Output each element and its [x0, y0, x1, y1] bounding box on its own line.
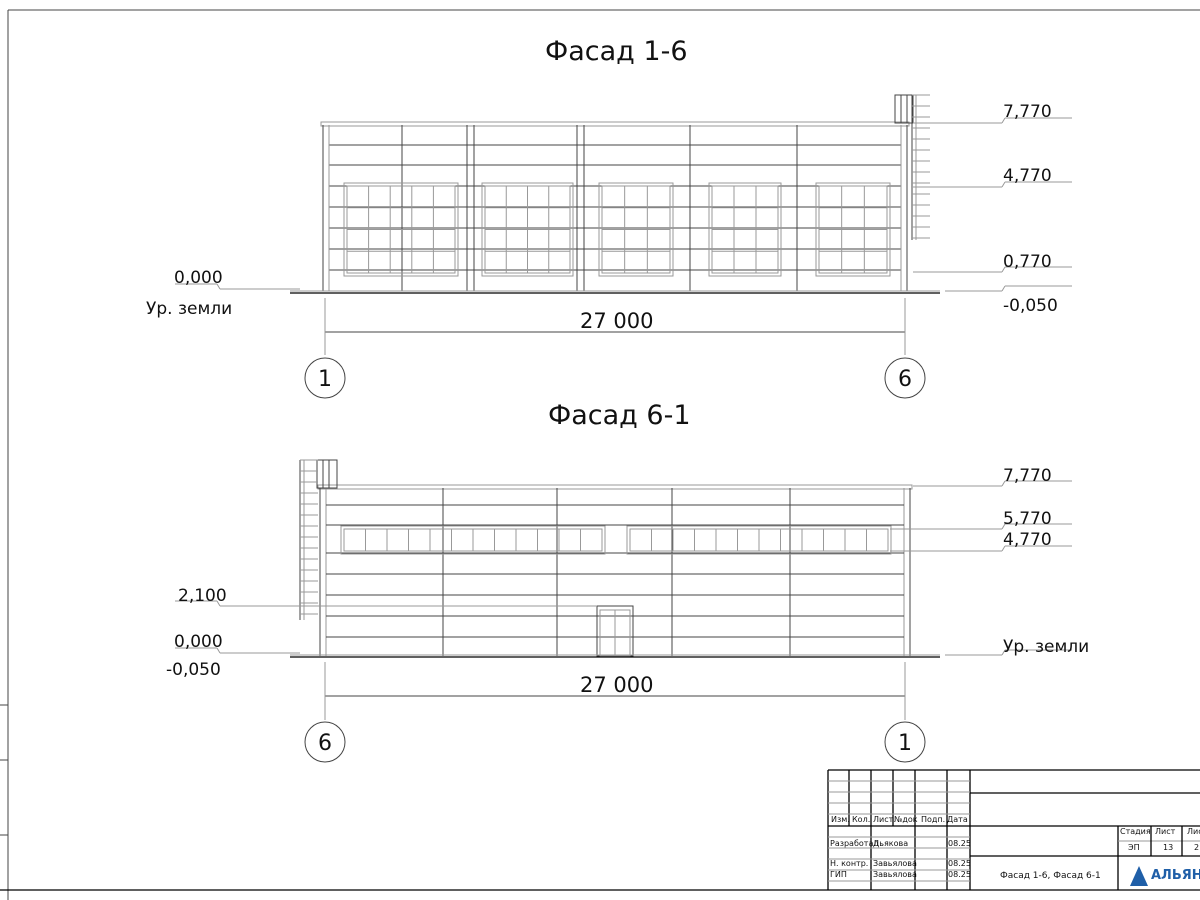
company-logo: АЛЬЯН: [1130, 866, 1200, 886]
level-mark: 0,000: [174, 268, 223, 288]
sheet-title: Фасад 1-6, Фасад 6-1: [1000, 871, 1101, 881]
level-mark: 4,770: [1003, 166, 1052, 186]
roof-exit: [894, 94, 914, 124]
window: [598, 182, 674, 277]
drawing-line: [1001, 181, 1006, 188]
ribbon-window: [626, 525, 892, 555]
level-mark: 5,770: [1003, 509, 1052, 529]
parapet: [320, 121, 910, 127]
window: [815, 182, 891, 277]
tb-role: Н. контр.: [830, 859, 868, 868]
level-mark: 0,770: [1003, 252, 1052, 272]
tb-header: Подп.: [921, 815, 945, 824]
sheets-label: Лис: [1187, 827, 1200, 836]
company-name: АЛЬЯН: [1151, 868, 1200, 883]
level-mark: 2,100: [178, 586, 227, 606]
drawing-line: [1001, 480, 1006, 487]
tb-date: 08.25: [948, 859, 971, 868]
tb-name: Дьякова: [873, 839, 908, 848]
tb-header: Кол.: [852, 815, 870, 824]
tb-header: №док: [894, 815, 918, 824]
axis-marker: [304, 357, 346, 399]
tb-name: Завьялова: [873, 859, 917, 868]
level-mark: 7,770: [1003, 102, 1052, 122]
axis-marker: [884, 357, 926, 399]
level-mark: -0,050: [166, 660, 221, 680]
window: [708, 182, 782, 277]
axis-label: 6: [318, 731, 332, 756]
axis-marker: [884, 721, 926, 763]
drawing-line: [216, 283, 221, 290]
sheet-value: 13: [1163, 843, 1173, 852]
level-mark: -0,050: [1003, 296, 1058, 316]
logo-triangle-icon: [1130, 866, 1148, 886]
axis-label: 1: [318, 367, 332, 392]
level-mark: 7,770: [1003, 466, 1052, 486]
tb-header: Изм.: [831, 815, 850, 824]
parapet: [317, 484, 913, 490]
level-mark: 4,770: [1003, 530, 1052, 550]
sheets-value: 2: [1194, 843, 1199, 852]
ground-label: Ур. земли: [146, 299, 232, 319]
tb-header: Лист: [873, 815, 894, 824]
axis-marker: [304, 721, 346, 763]
drawing-line: [1001, 523, 1006, 530]
tb-name: Завьялова: [873, 870, 917, 879]
drawing-line: [216, 647, 221, 654]
tb-header: Дата: [947, 815, 968, 824]
drawing-line: [1001, 266, 1006, 273]
window: [343, 182, 459, 277]
sheet-label: Лист: [1155, 827, 1176, 836]
facade-title-6-1: Фасад 6-1: [548, 400, 691, 431]
drawing-line: [1001, 285, 1006, 292]
dimension-label: 27 000: [580, 309, 653, 333]
tb-date: 08.25: [948, 870, 971, 879]
drawing-line: [1001, 649, 1006, 656]
tb-role: ГИП: [830, 870, 847, 879]
stage-label: Стадия: [1120, 827, 1151, 836]
axis-label: 6: [898, 367, 912, 392]
drawing-line: [1001, 117, 1006, 124]
roof-exit: [316, 459, 338, 489]
drawing-line: [1001, 545, 1006, 552]
level-mark: 0,000: [174, 632, 223, 652]
tb-role: Разработал: [830, 839, 878, 848]
facade-title-1-6: Фасад 1-6: [545, 36, 688, 67]
ribbon-window: [340, 525, 606, 555]
ground-label: Ур. земли: [1003, 637, 1089, 657]
dimension-label: 27 000: [580, 673, 653, 697]
drawing-line: [216, 600, 221, 607]
tb-date: 08.25: [948, 839, 971, 848]
stage-value: ЭП: [1128, 843, 1140, 852]
axis-label: 1: [898, 731, 912, 756]
window: [481, 182, 574, 277]
